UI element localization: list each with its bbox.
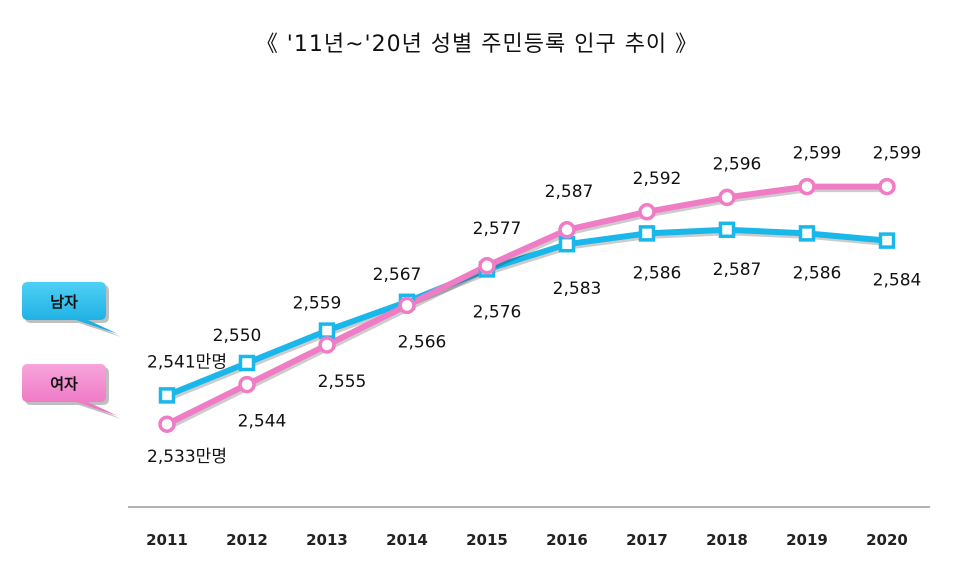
female-point-2020 [878,177,896,196]
female-series-line [164,183,890,428]
female-point-2012 [238,375,256,394]
male-data-label-2019: 2,586 [793,263,842,283]
female-data-label-2013: 2,555 [318,372,367,392]
male-point-2019 [798,225,816,242]
legend-female: 여자 [22,364,132,424]
male-data-label-2020: 2,584 [873,271,922,291]
female-point-2013 [318,336,336,354]
female-point-2011 [158,415,176,433]
male-data-label-2017: 2,586 [633,263,682,283]
male-data-label-2014: 2,567 [373,265,422,285]
legend-male-bubble-shape [22,282,121,337]
female-data-label-2020: 2,599 [873,144,922,164]
female-data-label-2016: 2,587 [545,182,594,202]
female-data-label-2019: 2,599 [793,144,842,164]
x-tick-label-2016: 2016 [546,531,588,549]
female-data-label-2017: 2,592 [633,169,682,189]
female-point-2016 [558,221,576,239]
legend-female-label: 여자 [50,374,78,393]
x-tick-label-2014: 2014 [386,531,428,549]
male-data-label-2013: 2,559 [293,294,342,314]
female-point-2019 [798,177,816,196]
x-tick-label-2018: 2018 [706,531,748,549]
legend-female-bubble-shape [22,364,121,419]
male-data-label-2011: 2,541만명 [147,352,227,372]
male-data-label-2015: 2,576 [473,302,522,322]
female-point-2014 [398,296,416,315]
female-data-label-2012: 2,544 [238,412,287,432]
female-series-line-shadow [166,185,889,430]
male-point-2011 [158,387,176,404]
male-data-label-2016: 2,583 [553,279,602,299]
female-data-label-2018: 2,596 [713,154,762,174]
female-data-label-2014: 2,566 [398,332,447,352]
male-series-line [164,226,890,399]
chart-title: 《 '11년~'20년 성별 주민등록 인구 추이 》 [255,32,699,57]
female-point-2018 [718,188,736,207]
male-point-2012 [238,354,256,372]
male-data-label-2018: 2,587 [713,260,762,280]
male-point-2013 [318,322,336,339]
female-data-label-2015: 2,577 [473,219,522,239]
x-tick-label-2011: 2011 [146,531,188,549]
male-data-label-2012: 2,550 [213,326,262,346]
female-data-label-2011: 2,533만명 [147,447,227,467]
female-point-2017 [638,203,656,221]
male-point-2020 [878,232,896,249]
x-tick-label-2012: 2012 [226,531,268,549]
legend-male: 남자 [22,282,132,342]
x-tick-label-2020: 2020 [866,531,908,549]
x-tick-label-2015: 2015 [466,531,508,549]
x-tick-label-2017: 2017 [626,531,668,549]
legend-male-label: 남자 [50,292,78,311]
male-point-2016 [558,235,576,253]
female-point-2015 [478,257,496,275]
x-tick-label-2013: 2013 [306,531,348,549]
x-tick-label-2019: 2019 [786,531,828,549]
male-point-2018 [718,221,736,239]
male-point-2017 [638,225,656,242]
